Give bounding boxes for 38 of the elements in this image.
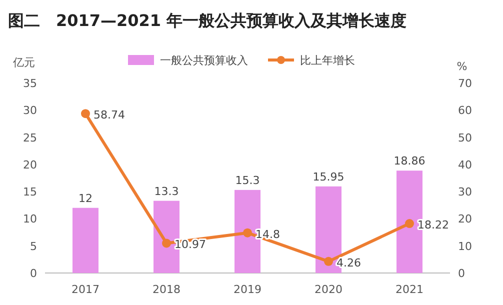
y-tick-label: 25	[23, 131, 37, 144]
point	[81, 109, 90, 118]
y-tick-label: 5	[30, 240, 37, 253]
point	[405, 219, 414, 228]
x-tick-label: 2018	[152, 283, 180, 296]
point	[162, 238, 171, 248]
data-label: 12	[78, 192, 92, 205]
y2-tick-label: 20	[458, 212, 472, 226]
x-tick-label: 2020	[314, 283, 342, 296]
data-label: 15.95	[312, 170, 344, 184]
bar	[72, 208, 98, 273]
chart-title: 图二 2017—2021 年一般公共预算收入及其增长速度	[8, 11, 407, 30]
data-label: 58.74	[94, 108, 125, 122]
y2-axis-title: %	[456, 60, 468, 73]
x-tick-label: 2019	[234, 283, 262, 296]
y-tick-label: 15	[23, 186, 37, 199]
legend-label: 一般公共预算收入	[160, 54, 248, 67]
data-label: 18.86	[394, 154, 426, 168]
y2-tick-label: 0	[458, 267, 465, 280]
y-tick-label: 10	[23, 212, 37, 226]
data-label: 13.3	[154, 184, 179, 198]
y2-tick-label: 30	[458, 186, 472, 199]
y-tick-label: 0	[30, 267, 37, 280]
y2-tick-label: 60	[458, 104, 472, 118]
y2-tick-label: 10	[458, 240, 472, 253]
data-label: 15.3	[235, 174, 260, 187]
y2-tick-label: 70	[458, 77, 472, 90]
x-tick-label: 2017	[72, 283, 100, 296]
x-tick-label: 2021	[396, 283, 424, 296]
y-tick-label: 20	[23, 158, 37, 172]
y-tick-label: 30	[23, 104, 37, 118]
point	[324, 256, 333, 266]
point	[243, 228, 252, 238]
legend-label: 比上年增长	[300, 54, 355, 67]
y2-tick-label: 40	[458, 158, 472, 172]
y2-tick-label: 50	[458, 131, 472, 144]
y-axis-title: 亿元	[12, 56, 35, 69]
y-tick-label: 35	[23, 77, 37, 90]
